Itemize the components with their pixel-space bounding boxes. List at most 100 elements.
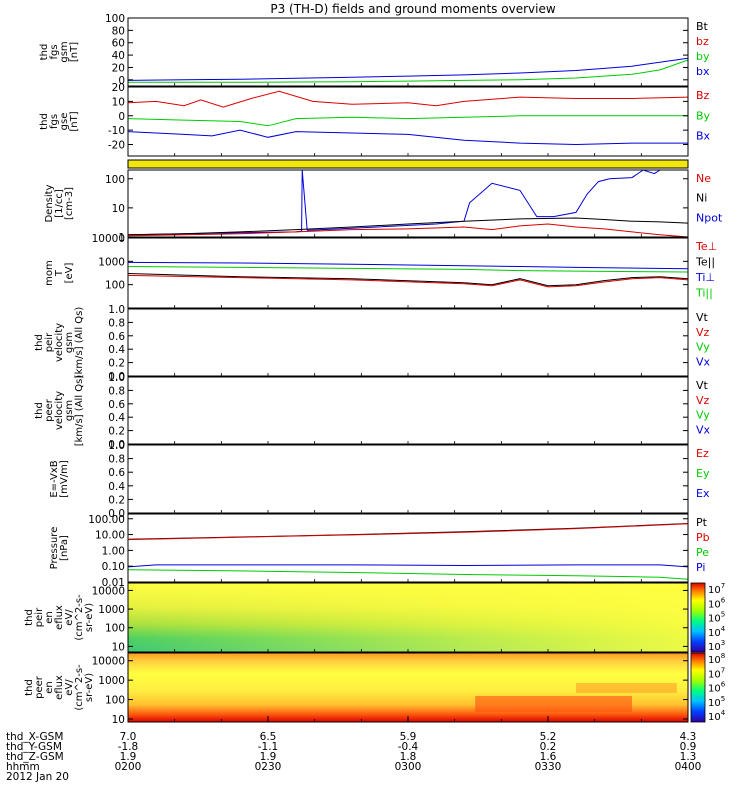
legend-entry: Pe bbox=[696, 546, 709, 559]
x-axis-value: 7.0 bbox=[120, 731, 137, 743]
y-tick-label: 0.8 bbox=[108, 317, 125, 329]
series-line-2 bbox=[127, 129, 688, 146]
y-axis-label-line: peir bbox=[44, 332, 55, 352]
y-tick-label: -10 bbox=[108, 125, 125, 137]
x-axis-value: 1.8 bbox=[400, 751, 417, 763]
colorbar-tick-label: 107 bbox=[708, 666, 725, 680]
series-line-0 bbox=[127, 523, 689, 540]
colorbar-tick-label: 104 bbox=[708, 709, 726, 723]
spectrogram-overlay bbox=[128, 583, 688, 652]
x-axis-row-label: thd_X-GSM bbox=[6, 731, 63, 743]
y-axis-label-line: thd bbox=[24, 609, 35, 626]
legend-entry: Ti|| bbox=[695, 287, 713, 300]
y-axis-label: mom T [eV] bbox=[44, 260, 75, 286]
series-line-0 bbox=[127, 90, 689, 108]
x-axis-value: 0200 bbox=[115, 761, 142, 773]
series-line-0 bbox=[127, 57, 689, 81]
y-tick-label: 0.6 bbox=[108, 467, 125, 479]
legend-entry: Pb bbox=[696, 531, 710, 544]
y-tick-label: 1.00 bbox=[102, 545, 125, 557]
y-axis-label: Pressure [nPa] bbox=[49, 527, 70, 570]
y-axis-label: thd fgs gsm [nT] bbox=[39, 41, 80, 62]
y-tick-label: 0.0 bbox=[108, 439, 125, 451]
y-axis-label: thd peir en eflux eV/(cm^2-s-sr-eV) bbox=[24, 594, 95, 641]
y-tick-label: 1.0 bbox=[108, 304, 125, 316]
series-line-2 bbox=[127, 564, 689, 568]
y-axis-label-line: (cm^2-s- bbox=[74, 664, 85, 711]
y-tick-label: 100 bbox=[105, 13, 125, 25]
status-frame bbox=[127, 159, 689, 169]
spectrogram-patch bbox=[475, 696, 632, 712]
y-axis-label-line: eV/ bbox=[64, 609, 75, 626]
legend-entry: Vt bbox=[696, 311, 709, 324]
x-axis-value: 0300 bbox=[395, 761, 422, 773]
y-axis-label-line: thd bbox=[39, 44, 50, 61]
y-tick-label: 0.8 bbox=[108, 385, 125, 397]
legend-entry: Pt bbox=[696, 516, 708, 529]
y-tick-label: 0.0 bbox=[108, 508, 125, 520]
x-axis-value: 4.3 bbox=[680, 731, 697, 743]
y-tick-label: 0.6 bbox=[108, 399, 125, 411]
legend-entry: Te⊥ bbox=[695, 240, 717, 253]
panel-frame bbox=[127, 237, 689, 309]
y-tick-label: 1000 bbox=[98, 675, 125, 687]
y-axis-label-line: thd bbox=[34, 334, 45, 351]
y-tick-label: 0.01 bbox=[102, 577, 125, 589]
y-tick-label: 1.0 bbox=[108, 372, 125, 384]
panel-frame bbox=[127, 308, 689, 377]
y-axis-label-line: [km/s] (All Qs) bbox=[74, 307, 85, 379]
y-tick-label: 10 bbox=[112, 714, 125, 726]
legend-entry: Ne bbox=[696, 172, 711, 185]
y-tick-label: 10 bbox=[112, 96, 125, 108]
panel-status_bar bbox=[127, 159, 689, 169]
y-axis-label: thd peir velocity gsm [km/s] (All Qs) bbox=[34, 307, 85, 379]
series-line-2 bbox=[127, 273, 689, 287]
y-axis-label-line: [1/cc] bbox=[54, 189, 65, 218]
y-tick-label: 0.2 bbox=[108, 358, 125, 370]
y-axis-label-line: [cm-3] bbox=[64, 187, 75, 220]
y-tick-label: 1000 bbox=[98, 256, 125, 268]
panel-density: 1 10 100 Density [1/cc] [cm-3] Ne Ni Npot bbox=[44, 169, 723, 244]
legend-entry: Pi bbox=[696, 561, 705, 574]
y-tick-label: 0.10 bbox=[102, 561, 125, 573]
y-tick-label: 0.0 bbox=[108, 371, 125, 383]
y-axis-label-line: gse bbox=[59, 113, 70, 131]
y-axis-label: thd fgs gse [nT] bbox=[39, 111, 80, 131]
y-tick-label: 10.00 bbox=[95, 530, 125, 542]
y-tick-label: 1 bbox=[118, 232, 125, 244]
colorbar bbox=[690, 652, 706, 723]
y-axis-label: thd peer en eflux eV/(cm^2-s-sr-eV) bbox=[24, 664, 95, 711]
colorbar-tick-label: 104 bbox=[708, 625, 726, 639]
y-axis-label-line: velocity bbox=[54, 323, 65, 362]
series-line-1 bbox=[128, 59, 689, 83]
legend-entry: Vt bbox=[696, 379, 709, 392]
colorbar bbox=[690, 582, 706, 653]
y-tick-label: 10000 bbox=[92, 585, 125, 597]
y-axis-label-line: gsm bbox=[64, 400, 75, 421]
legend-entry: Bt bbox=[696, 20, 709, 33]
y-axis-label-line: peir bbox=[34, 607, 45, 627]
y-axis-label-line: [km/s] (All Qs) bbox=[74, 375, 85, 447]
y-axis-label-line: E=-VxB bbox=[49, 460, 60, 497]
y-tick-label: 0.4 bbox=[108, 344, 125, 356]
y-tick-label: 100 bbox=[105, 623, 125, 635]
y-tick-label: 10 bbox=[112, 203, 125, 215]
panel-temperature: 100 1000 10000 mom T [eV] Te⊥ Te|| Ti⊥ Ti|| bbox=[44, 233, 717, 309]
y-axis-label-line: Pressure bbox=[49, 527, 60, 570]
panel-frame bbox=[127, 513, 689, 583]
y-tick-label: 0.4 bbox=[108, 481, 125, 493]
y-tick-label: 10000 bbox=[92, 233, 125, 245]
x-axis-value: 1.9 bbox=[120, 751, 137, 763]
x-axis-value: -1.1 bbox=[258, 741, 279, 753]
series-line-1 bbox=[127, 266, 689, 273]
legend-entry: Ti⊥ bbox=[695, 271, 715, 284]
x-axis-value: 5.2 bbox=[540, 731, 557, 743]
legend-entry: bx bbox=[696, 65, 710, 78]
